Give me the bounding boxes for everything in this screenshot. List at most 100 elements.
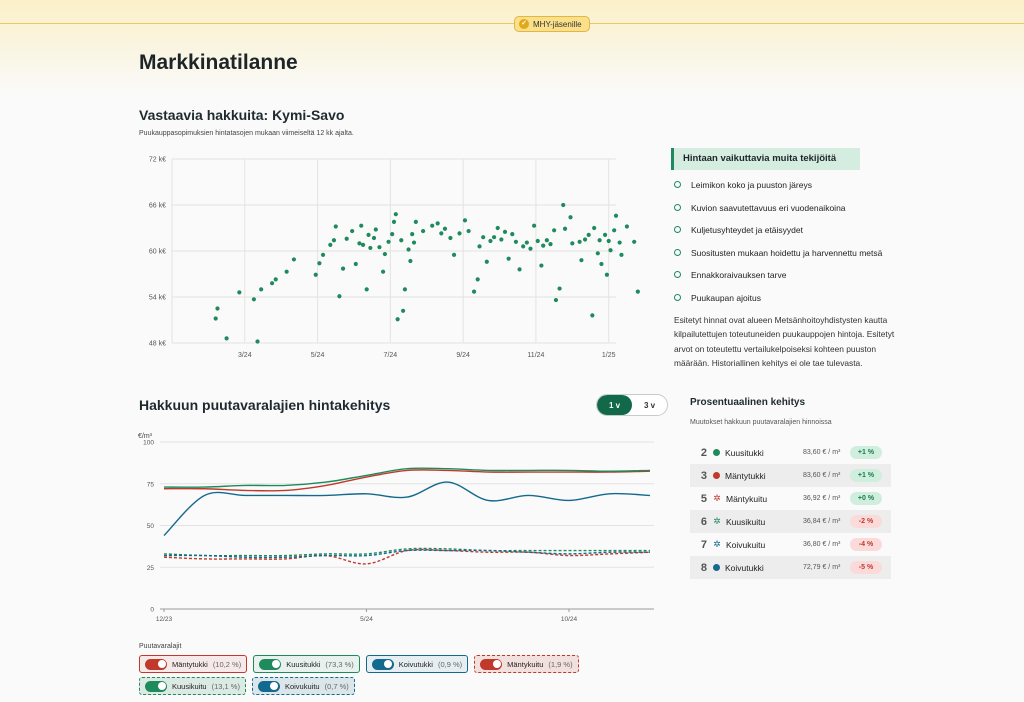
factor-item: Kuvion saavutettavuus eri vuodenaikoina (674, 203, 882, 226)
y-tick-label: 66 k€ (149, 203, 166, 210)
legend-item[interactable]: Kuusikuitu (13,1 %) (139, 677, 246, 695)
scatter-point (579, 258, 584, 263)
scatter-point (484, 259, 489, 264)
scatter-point (599, 261, 604, 267)
range-toggle[interactable]: 1 v 3 v (596, 394, 668, 416)
scatter-point (413, 219, 418, 224)
legend-toggle[interactable] (145, 680, 167, 692)
scatter-point (539, 263, 544, 268)
scatter-point (517, 267, 522, 272)
series-line-kuusitukki (163, 467, 651, 488)
legend-item[interactable]: Kuusitukki (73,3 %) (253, 655, 360, 673)
scatter-point (371, 235, 377, 241)
scatter-point (368, 245, 373, 251)
scatter-point (597, 238, 602, 243)
legend-toggle[interactable] (257, 680, 280, 692)
scatter-point (411, 240, 417, 245)
legend-item[interactable]: Koivutukki (0,9 %) (365, 655, 469, 673)
legend-item[interactable]: Mäntytukki (10,2 %) (139, 655, 248, 673)
scatter-point (561, 202, 566, 208)
legend-toggle[interactable] (259, 658, 282, 670)
scatter-point (553, 297, 559, 303)
log-dot-icon (713, 449, 720, 456)
legend-item[interactable]: Mäntykuitu (1,9 %) (474, 655, 579, 673)
scatter-point (269, 281, 275, 286)
row-name: Kuusitukki (725, 447, 764, 458)
circle-icon (674, 248, 681, 256)
scatter-point (602, 232, 608, 237)
factor-item: Puukaupan ajoitus (674, 293, 882, 316)
circle-icon (674, 181, 681, 188)
scatter-point (435, 221, 440, 226)
y-tick-label: 54 k€ (149, 295, 166, 302)
scatter-point (491, 235, 497, 240)
scatter-point (224, 336, 229, 341)
row-price: 36,84 € / m³ (803, 518, 841, 525)
scatter-point (613, 213, 619, 218)
scatter-point (291, 257, 297, 262)
legend-toggle[interactable] (371, 658, 394, 670)
x-tick-label: 5/24 (311, 352, 325, 359)
scatter-point (544, 238, 549, 243)
scatter-point (390, 232, 395, 237)
legend-label: Mäntytukki (172, 659, 208, 669)
row-rank: 2 (700, 446, 707, 459)
scatter-point (359, 223, 364, 228)
scatter-point (255, 339, 260, 344)
scatter-point (357, 241, 362, 246)
scatter-point (570, 241, 575, 246)
series-line-koivukuitu (163, 549, 651, 559)
y-tick-label: 72 k€ (149, 157, 166, 164)
range-option-3y[interactable]: 3 v (643, 400, 656, 410)
scatter-point (430, 223, 435, 228)
row-price: 72,79 € / m³ (803, 564, 841, 571)
scatter-point (552, 228, 557, 233)
y-tick-label: 25 (147, 565, 155, 572)
scatter-point (513, 239, 519, 244)
scatter-point (360, 242, 366, 247)
circle-icon (674, 293, 681, 301)
row-change-badge: +1 % (850, 446, 882, 459)
factors-title: Hintaan vaikuttavia muita tekijöitä (671, 148, 860, 170)
scatter-point (466, 228, 471, 234)
scatter-point (213, 316, 218, 321)
row-name: Koivutukki (725, 562, 764, 573)
scatter-point (399, 238, 404, 243)
row-rank: 8 (700, 561, 707, 574)
fiber-icon: ✲ (713, 493, 721, 503)
scatter-point (337, 294, 342, 299)
scatter-point (410, 232, 415, 237)
legend-toggle[interactable] (480, 658, 503, 670)
scatter-point (366, 232, 371, 237)
series-line-koivutukki (163, 481, 651, 537)
circle-icon (674, 271, 681, 279)
scatter-point (582, 237, 588, 242)
member-badge[interactable]: ✓ MHY-jäsenille (514, 16, 590, 32)
scatter-point (535, 238, 540, 244)
scatter-point (284, 269, 289, 274)
percent-row: 6 ✲ Kuusikuitu 36,84 € / m³ -2 % (690, 510, 891, 533)
series-line-mäntykuitu (163, 548, 651, 565)
legend-toggle[interactable] (145, 658, 167, 670)
legend-item[interactable]: Koivukuitu (0,7 %) (251, 677, 355, 695)
scatter-point (590, 313, 595, 318)
scatter-point (495, 225, 500, 231)
scatter-point (251, 297, 256, 302)
scatter-point (391, 219, 397, 224)
range-option-1y[interactable]: 1 v (597, 395, 632, 415)
row-price: 83,60 € / m³ (803, 449, 841, 456)
row-name: Koivukuitu (726, 539, 766, 550)
scatter-point (475, 277, 480, 282)
row-name: Mäntykuitu (726, 493, 768, 504)
factor-item: Ennakkoraivauksen tarve (674, 270, 882, 293)
scatter-point (350, 228, 355, 234)
circle-icon (674, 226, 681, 234)
factor-item: Kuljetusyhteydet ja etäisyydet (674, 225, 882, 248)
percent-row: 3 Mäntytukki 83,60 € / m³ +1 % (690, 464, 891, 487)
scatter-point (364, 287, 369, 292)
scatter-point (237, 290, 242, 295)
row-price: 36,80 € / m³ (803, 541, 841, 548)
row-price: 36,92 € / m³ (803, 495, 841, 502)
scatter-point (451, 252, 457, 257)
scatter-chart: 48 k€ 54 k€ 60 k€ 66 k€ 72 k€ 3/24 5/24 7/24 9/2… (149, 157, 640, 359)
